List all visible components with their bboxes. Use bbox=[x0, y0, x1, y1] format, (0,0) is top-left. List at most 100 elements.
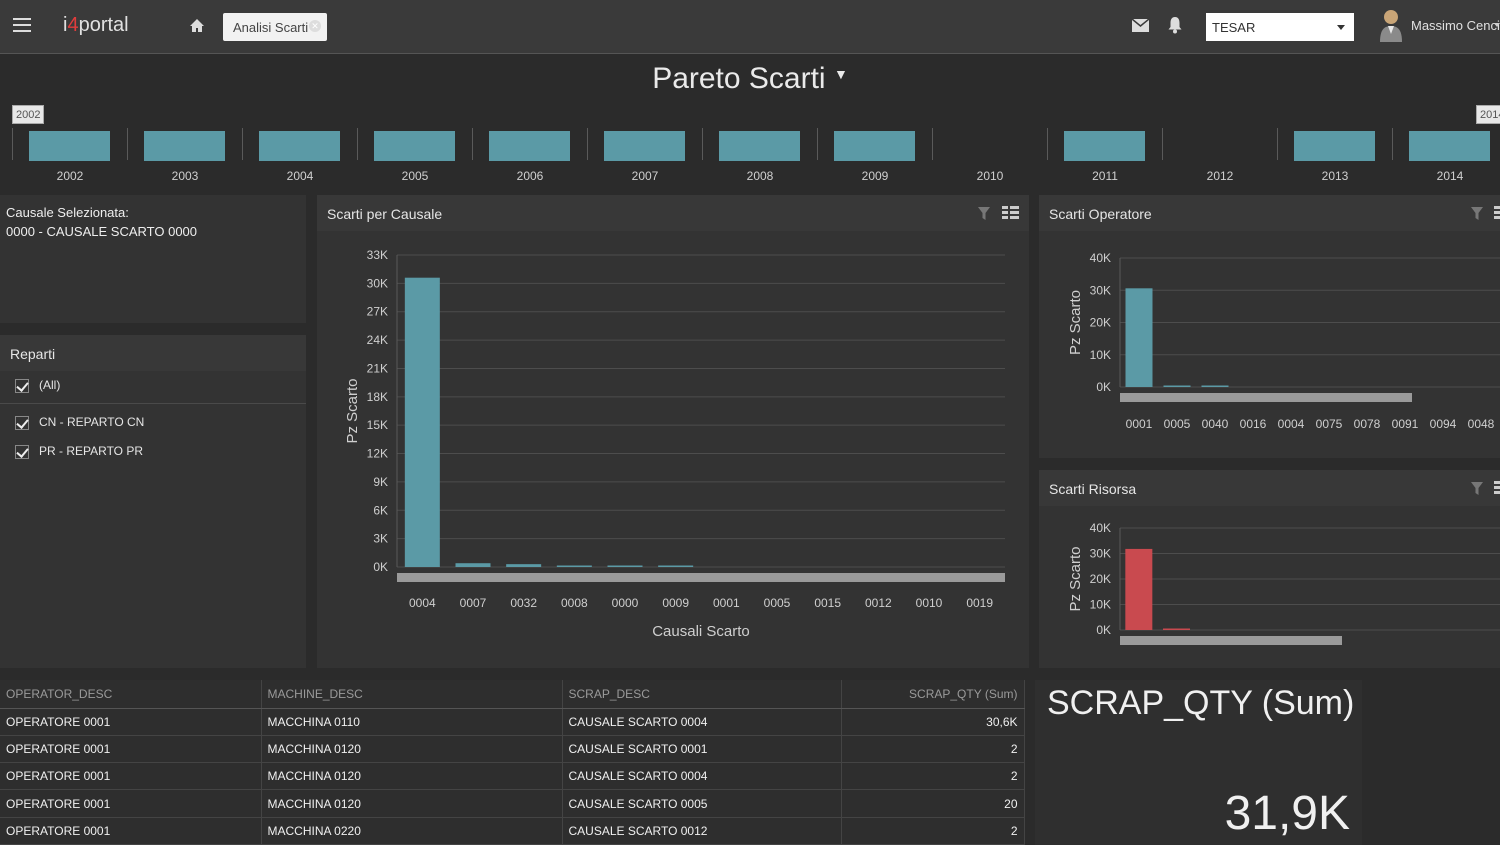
page-title: Pareto Scarti ▼ bbox=[652, 62, 848, 95]
timeline-year-label: 2007 bbox=[631, 169, 659, 183]
bar bbox=[658, 565, 694, 567]
y-tick-label: 10K bbox=[1090, 598, 1111, 612]
x-tick-label: 0010 bbox=[916, 596, 943, 610]
table-row[interactable]: OPERATORE 0001 MACCHINA 0120 CAUSALE SCART… bbox=[0, 762, 1025, 791]
timeline-year-bar[interactable] bbox=[834, 131, 915, 161]
scarti-operatore-chart[interactable]: 0K 10K 20K 30K 40K 0001 0005 0040 0016 0004 0075 00… bbox=[1039, 231, 1500, 458]
reparti-item-all[interactable]: (All) bbox=[15, 378, 60, 393]
grid-view-icon[interactable] bbox=[1494, 206, 1500, 220]
y-axis-title: Pz Scarto bbox=[1067, 546, 1084, 611]
x-tick-label: 0007 bbox=[460, 596, 487, 610]
x-tick-label: 0000 bbox=[612, 596, 639, 610]
timeline-year-label: 2009 bbox=[861, 169, 889, 183]
filter-clear-icon[interactable] bbox=[1470, 481, 1486, 497]
tab-close-icon[interactable]: ✕ bbox=[309, 20, 321, 32]
timeline-year-bar[interactable] bbox=[259, 131, 340, 161]
home-icon[interactable] bbox=[188, 17, 206, 35]
checkbox-checked-icon[interactable] bbox=[15, 378, 29, 393]
user-name[interactable]: Massimo Cenci bbox=[1411, 18, 1500, 33]
hamburger-menu-icon[interactable] bbox=[13, 18, 31, 32]
column-header-operator[interactable]: OPERATOR_DESC bbox=[0, 680, 262, 709]
timeline-separator bbox=[817, 128, 818, 160]
column-header-scrap-desc[interactable]: SCRAP_DESC bbox=[562, 680, 842, 709]
x-tick-label: 0094 bbox=[1430, 417, 1457, 431]
mail-icon[interactable] bbox=[1132, 19, 1149, 32]
timeline-separator bbox=[1392, 128, 1393, 160]
x-tick-label: 0078 bbox=[1354, 417, 1381, 431]
y-tick-label: 0K bbox=[373, 560, 388, 574]
timeline-year-bar[interactable] bbox=[1064, 131, 1145, 161]
y-tick-label: 40K bbox=[1090, 251, 1111, 265]
cell-scrap-qty: 2 bbox=[841, 817, 1025, 845]
timeline-separator bbox=[1162, 128, 1163, 160]
bar bbox=[455, 563, 491, 567]
x-tick-label: 0075 bbox=[1316, 417, 1343, 431]
timeline-year-bar[interactable] bbox=[29, 131, 110, 161]
table-row[interactable]: OPERATORE 0001 MACCHINA 0120 CAUSALE SCART… bbox=[0, 735, 1025, 764]
timeline-year-label: 2002 bbox=[56, 169, 84, 183]
y-tick-label: 18K bbox=[367, 390, 388, 404]
x-tick-label: 0040 bbox=[1202, 417, 1229, 431]
bell-icon[interactable] bbox=[1167, 16, 1183, 34]
range-start-handle[interactable]: 2002 bbox=[12, 105, 45, 124]
checkbox-checked-icon[interactable] bbox=[15, 415, 29, 430]
cell-operator: OPERATORE 0001 bbox=[0, 817, 262, 845]
cell-machine: MACCHINA 0120 bbox=[261, 735, 563, 764]
x-tick-label: 0015 bbox=[814, 596, 841, 610]
cell-scrap-desc: CAUSALE SCARTO 0001 bbox=[562, 735, 842, 764]
checkbox-checked-icon[interactable] bbox=[15, 444, 29, 459]
tab-analisi-scarti[interactable]: Analisi Scarti ✕ bbox=[223, 13, 327, 41]
y-tick-label: 6K bbox=[373, 503, 388, 517]
timeline-separator bbox=[472, 128, 473, 160]
timeline-year-bar[interactable] bbox=[1409, 131, 1490, 161]
y-tick-label: 30K bbox=[1090, 283, 1111, 297]
timeline-year-label: 2005 bbox=[401, 169, 429, 183]
timeline-year-bar[interactable] bbox=[144, 131, 225, 161]
grid-view-icon[interactable] bbox=[1494, 481, 1500, 495]
timeline-year-label: 2006 bbox=[516, 169, 544, 183]
bar bbox=[1163, 385, 1191, 387]
column-header-scrap-qty[interactable]: SCRAP_QTY (Sum) bbox=[841, 680, 1025, 709]
timeline-year-bar[interactable] bbox=[374, 131, 455, 161]
cell-scrap-desc: CAUSALE SCARTO 0004 bbox=[562, 708, 842, 736]
scarti-risorsa-panel: Scarti Risorsa 0K 10K 20K 30K 40K Pz Scarto bbox=[1039, 470, 1500, 668]
avatar[interactable] bbox=[1378, 8, 1404, 42]
x-tick-label: 0016 bbox=[1240, 417, 1267, 431]
timeline-year-bar[interactable] bbox=[1294, 131, 1375, 161]
scarti-per-causale-title: Scarti per Causale bbox=[317, 195, 1029, 231]
reparti-item-pr[interactable]: PR - REPARTO PR bbox=[15, 444, 143, 459]
scarti-risorsa-chart[interactable]: 0K 10K 20K 30K 40K Pz Scarto bbox=[1039, 506, 1500, 668]
cell-scrap-desc: CAUSALE SCARTO 0012 bbox=[562, 817, 842, 845]
column-header-machine[interactable]: MACHINE_DESC bbox=[261, 680, 563, 709]
table-row[interactable]: OPERATORE 0001 MACCHINA 0220 CAUSALE SCART… bbox=[0, 817, 1025, 845]
timeline-year-bar[interactable] bbox=[719, 131, 800, 161]
range-end-handle[interactable]: 2014 bbox=[1476, 105, 1500, 124]
x-tick-label: 0005 bbox=[1164, 417, 1191, 431]
cell-scrap-desc: CAUSALE SCARTO 0005 bbox=[562, 789, 842, 818]
filter-clear-icon[interactable] bbox=[977, 206, 993, 222]
scarti-per-causale-chart[interactable]: 0K 3K 6K 9K 12K 15K 18K 21K 24K 27K 30K 33K 0004 0007… bbox=[317, 231, 1029, 668]
cell-scrap-qty: 2 bbox=[841, 735, 1025, 764]
horizontal-scrollbar bbox=[397, 573, 1005, 582]
scarti-risorsa-title: Scarti Risorsa bbox=[1039, 470, 1500, 506]
year-range-selector[interactable]: 2002 2003 2004 2005 2006 2007 2008 2009 2010 2011… bbox=[0, 100, 1500, 190]
company-select[interactable]: TESAR bbox=[1206, 13, 1354, 41]
y-tick-label: 30K bbox=[367, 276, 388, 290]
funnel-icon[interactable]: ▼ bbox=[833, 66, 848, 82]
y-tick-label: 9K bbox=[373, 475, 388, 489]
timeline-year-label: 2014 bbox=[1436, 169, 1464, 183]
cell-machine: MACCHINA 0110 bbox=[261, 708, 563, 736]
timeline-year-bar[interactable] bbox=[489, 131, 570, 161]
timeline-year-bar[interactable] bbox=[604, 131, 685, 161]
grid-view-icon[interactable] bbox=[1002, 206, 1019, 220]
user-menu-chevron-icon[interactable] bbox=[1494, 23, 1500, 27]
table-row[interactable]: OPERATORE 0001 MACCHINA 0120 CAUSALE SCART… bbox=[0, 789, 1025, 818]
x-tick-label: 0004 bbox=[1278, 417, 1305, 431]
x-tick-label: 0091 bbox=[1392, 417, 1419, 431]
reparti-item-cn[interactable]: CN - REPARTO CN bbox=[15, 415, 144, 430]
app-logo[interactable]: i4portal bbox=[63, 14, 129, 36]
filter-clear-icon[interactable] bbox=[1470, 206, 1486, 222]
y-tick-label: 30K bbox=[1090, 547, 1111, 561]
cell-machine: MACCHINA 0120 bbox=[261, 789, 563, 818]
table-row[interactable]: OPERATORE 0001 MACCHINA 0110 CAUSALE SCART… bbox=[0, 708, 1025, 736]
